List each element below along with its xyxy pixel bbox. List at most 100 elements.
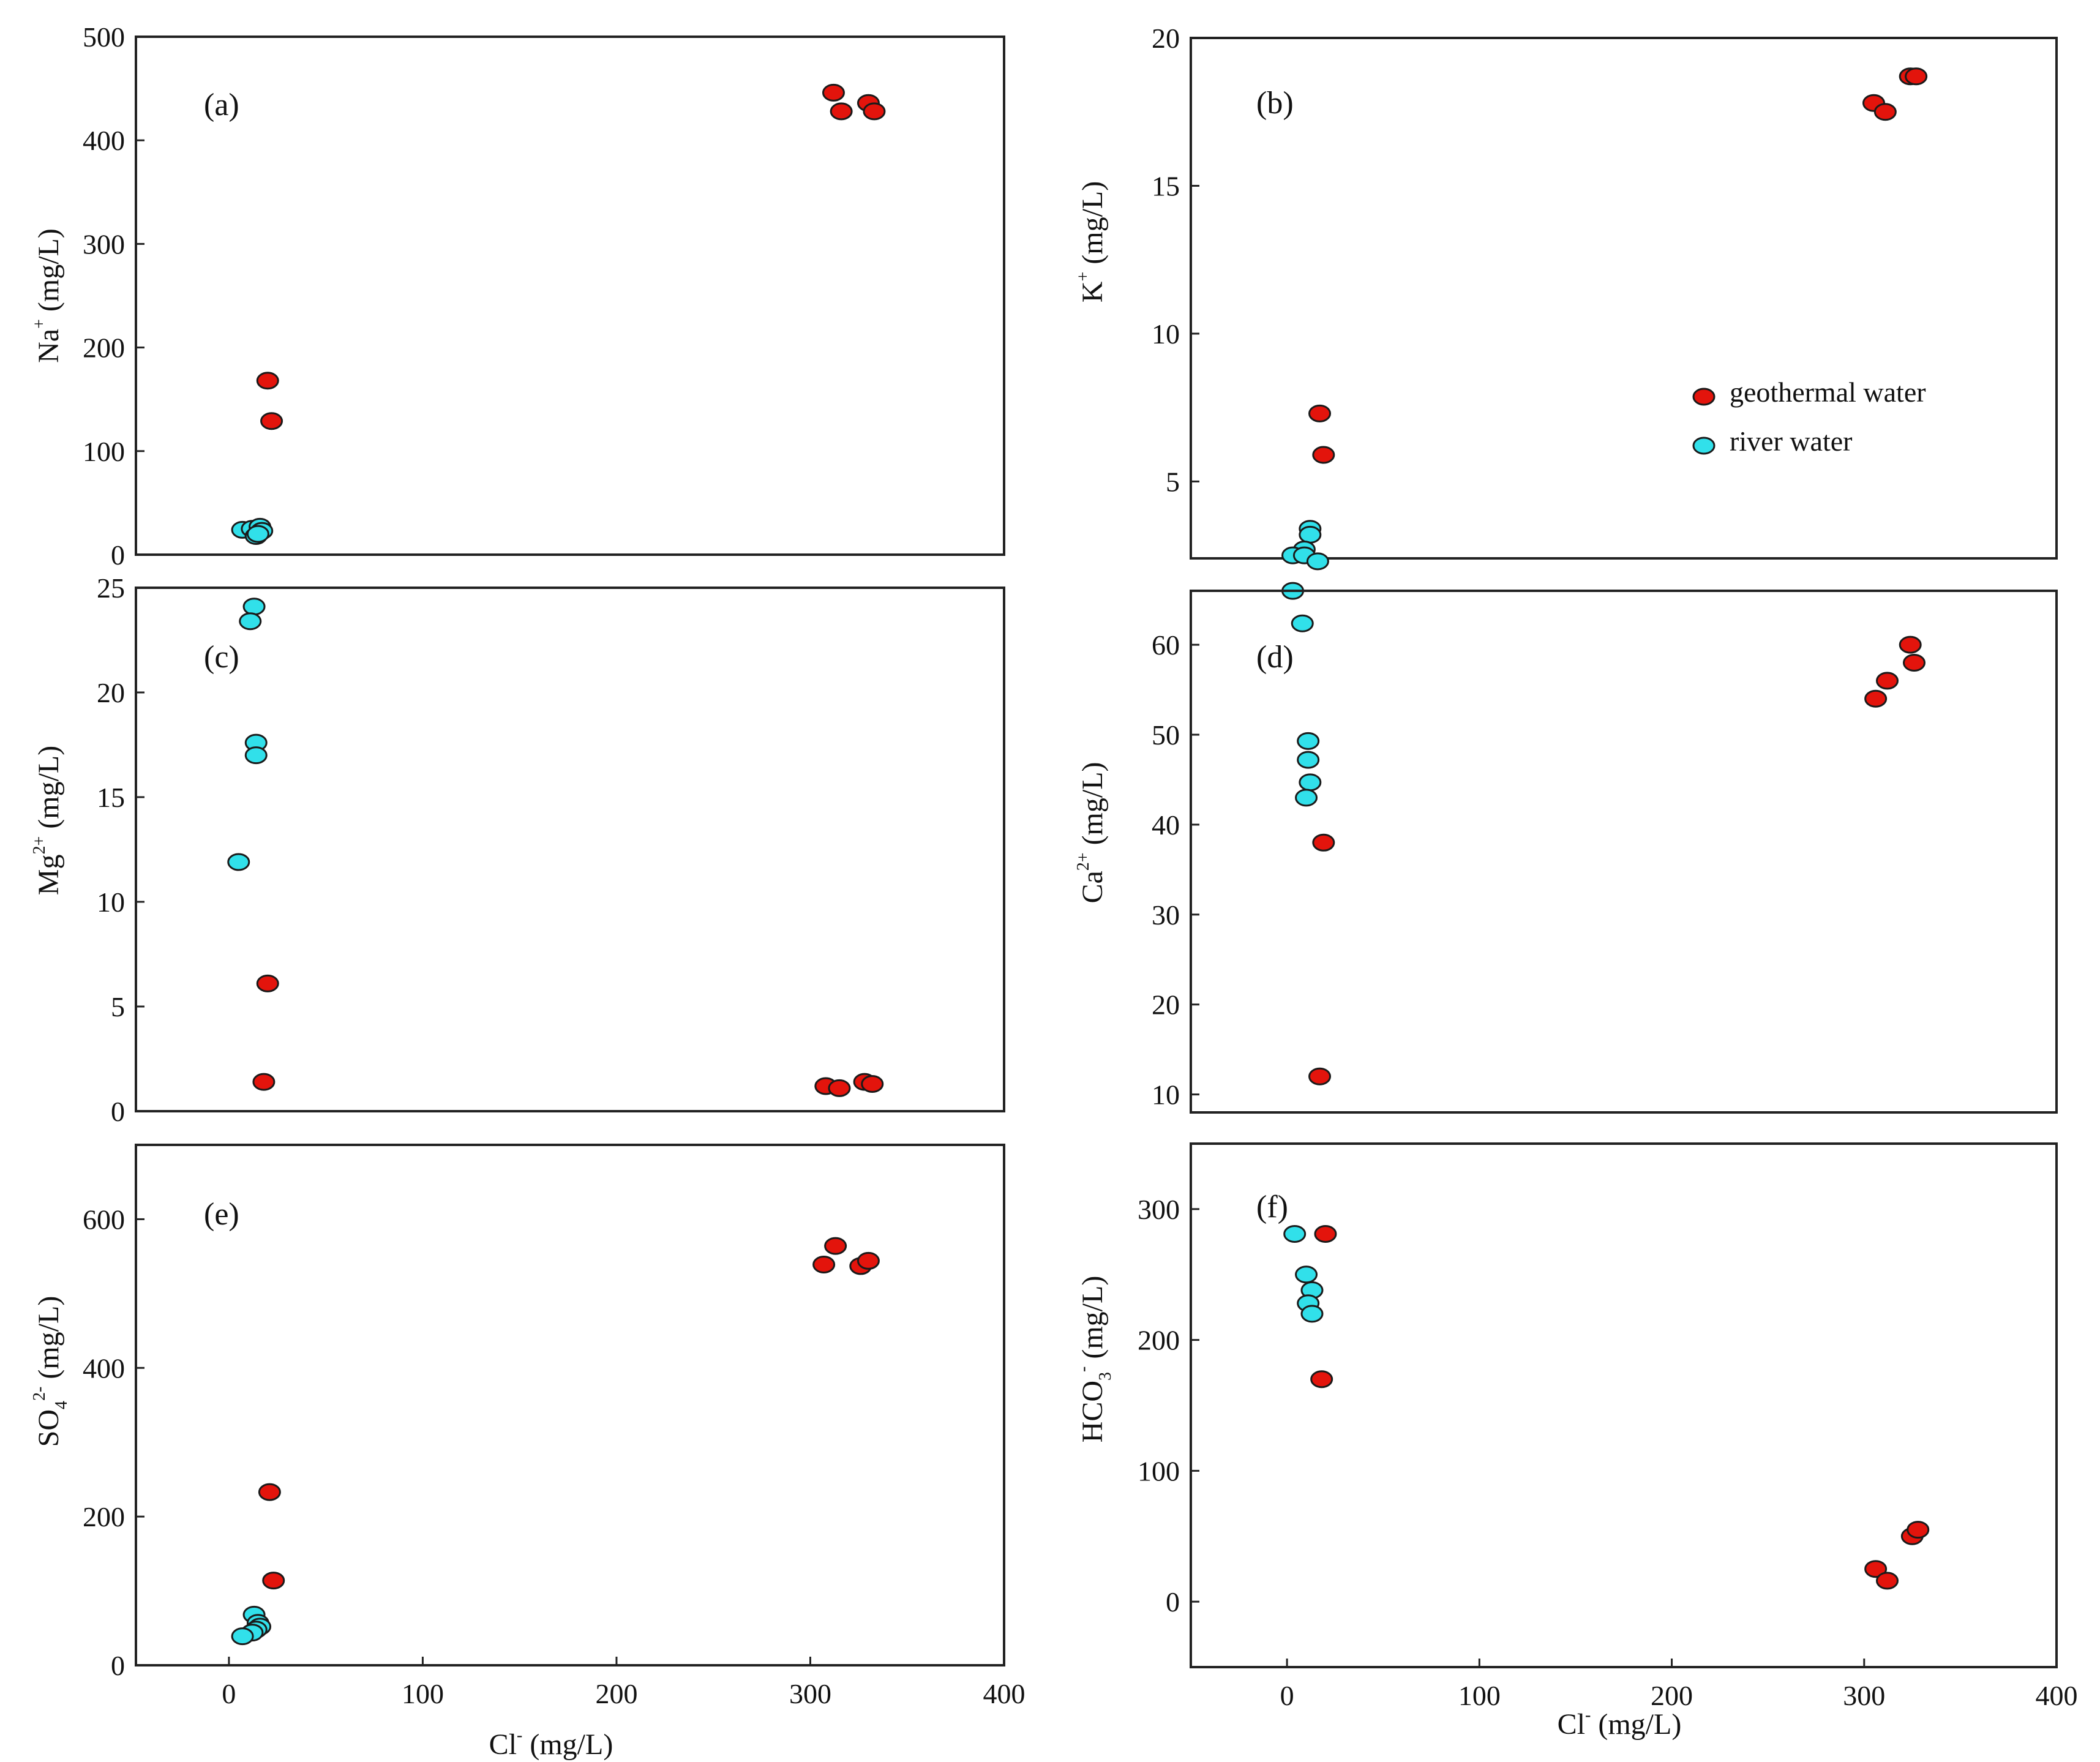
panel-d-y-tick-label: 30 bbox=[1152, 899, 1180, 931]
legend: geothermal water river water bbox=[1692, 377, 1926, 457]
panel-b-y-tick-label: 15 bbox=[1152, 170, 1180, 201]
panel-f-x-tick-label: 0 bbox=[1280, 1680, 1294, 1711]
panel-c-y-tick-label: 25 bbox=[97, 572, 125, 604]
legend-geothermal-label: geothermal water bbox=[1730, 377, 1926, 408]
panel-f-y-tick-label: 200 bbox=[1138, 1325, 1180, 1356]
panel-f-x-tick-label: 200 bbox=[1651, 1680, 1693, 1711]
legend-geothermal-marker bbox=[1692, 388, 1716, 406]
panel-f-x-ticks: 0 100 200 300 400 bbox=[1280, 1659, 2078, 1711]
panel-b-y-axis-label: K+ (mg/L) bbox=[1074, 181, 1109, 302]
panel-d-points bbox=[1295, 635, 1926, 1085]
panel-d-river-point bbox=[1297, 751, 1320, 769]
panel-e-x-tick-label: 200 bbox=[595, 1678, 637, 1709]
panel-e-y-ticks: 0 200 400 600 bbox=[83, 1204, 144, 1681]
panel-d-river-point bbox=[1295, 789, 1318, 807]
panel-e-y-tick-label: 600 bbox=[83, 1204, 125, 1235]
panel-f-y-ticks: 0 100 200 300 bbox=[1138, 1194, 1199, 1618]
panel-e-y-tick-label: 0 bbox=[111, 1650, 125, 1681]
panel-a-river-point bbox=[246, 525, 269, 543]
panel-f-y-tick-label: 300 bbox=[1138, 1194, 1180, 1225]
panel-c-y-tick-label: 20 bbox=[97, 677, 125, 708]
panel-f-x-axis-label: Cl- (mg/L) bbox=[1558, 1706, 1682, 1741]
panel-b-geothermal-point bbox=[1308, 404, 1332, 422]
panel-a-points bbox=[231, 83, 886, 545]
panel-d-y-tick-label: 40 bbox=[1152, 809, 1180, 841]
panel-e-y-tick-label: 400 bbox=[83, 1352, 125, 1384]
panel-e-x-axis-label: Cl- (mg/L) bbox=[489, 1726, 613, 1761]
panel-a-y-tick-label: 0 bbox=[111, 539, 125, 571]
legend-item-river: river water bbox=[1692, 426, 1853, 457]
panel-c-y-tick-label: 10 bbox=[97, 887, 125, 918]
panel-f-frame bbox=[1190, 1142, 2058, 1668]
panel-a-y-ticks: 0 100 200 300 400 500 bbox=[83, 21, 144, 571]
panel-f-points bbox=[1283, 1224, 1930, 1590]
panel-b-river-point bbox=[1291, 614, 1314, 632]
panel-f-river-point bbox=[1283, 1224, 1307, 1243]
panel-c-geothermal-point bbox=[861, 1075, 884, 1093]
panel-e-x-tick-label: 0 bbox=[222, 1678, 236, 1709]
panel-f-y-axis-label: HCO3- (mg/L) bbox=[1074, 1276, 1115, 1443]
panel-b-y-tick-label: 5 bbox=[1166, 466, 1180, 497]
panel-b-frame bbox=[1190, 37, 2058, 560]
panel-b-river-point bbox=[1306, 552, 1329, 571]
legend-river-marker bbox=[1692, 437, 1716, 455]
panel-e-geothermal-point bbox=[262, 1572, 285, 1590]
panel-f-x-tick-label: 400 bbox=[2036, 1680, 2078, 1711]
panel-d-river-point bbox=[1299, 773, 1322, 792]
panel-d-geothermal-point bbox=[1308, 1067, 1332, 1085]
panel-d-y-tick-label: 10 bbox=[1152, 1079, 1180, 1111]
panel-e-x-tick-label: 300 bbox=[789, 1678, 831, 1709]
panel-f-y-tick-label: 0 bbox=[1166, 1586, 1180, 1618]
panel-a-y-tick-label: 500 bbox=[83, 21, 125, 53]
panel-b-points bbox=[1281, 67, 1928, 632]
panel-c-y-tick-label: 15 bbox=[97, 782, 125, 813]
panel-d-geothermal-point bbox=[1875, 672, 1899, 690]
panel-d-geothermal-point bbox=[1902, 654, 1926, 672]
panel-f-geothermal-point bbox=[1907, 1521, 1930, 1539]
panel-b-geothermal-point bbox=[1905, 67, 1928, 86]
panel-c-river-point bbox=[239, 612, 262, 631]
panel-e-label: (e) bbox=[204, 1197, 239, 1232]
panel-b: (b) K+ (mg/L) 5 10 15 20 geothermal water r… bbox=[1074, 23, 2058, 632]
panel-f-geothermal-point bbox=[1314, 1224, 1337, 1243]
panel-d-y-tick-label: 60 bbox=[1152, 629, 1180, 661]
panel-a-geothermal-point bbox=[863, 102, 886, 121]
panel-d-y-tick-label: 50 bbox=[1152, 719, 1180, 751]
panel-a-y-tick-label: 100 bbox=[83, 436, 125, 467]
panel-e-y-axis-label: SO42- (mg/L) bbox=[30, 1296, 71, 1447]
panel-d: (d) Ca2+ (mg/L) 10 20 30 40 50 60 bbox=[1074, 590, 2058, 1114]
panel-a-y-tick-label: 200 bbox=[83, 332, 125, 364]
panel-a: (a) Na+ (mg/L) 0 100 200 300 400 500 bbox=[30, 21, 1005, 571]
panel-c-y-ticks: 0 5 10 15 20 25 bbox=[97, 572, 144, 1127]
panel-d-y-ticks: 10 20 30 40 50 60 bbox=[1152, 629, 1199, 1111]
panel-e-geothermal-point bbox=[824, 1237, 847, 1255]
panel-d-frame bbox=[1190, 590, 2058, 1114]
panel-c-geothermal-point bbox=[256, 974, 279, 992]
panel-f-x-tick-label: 300 bbox=[1843, 1680, 1885, 1711]
panel-f-geothermal-point bbox=[1310, 1370, 1333, 1389]
panel-c-river-point bbox=[244, 746, 268, 765]
panel-c-y-axis-label: Mg2+ (mg/L) bbox=[30, 746, 65, 895]
panel-f-x-tick-label: 100 bbox=[1458, 1680, 1501, 1711]
panel-b-geothermal-point bbox=[1312, 446, 1335, 464]
panel-a-y-tick-label: 300 bbox=[83, 228, 125, 260]
panel-b-y-tick-label: 10 bbox=[1152, 318, 1180, 350]
panel-d-label: (d) bbox=[1256, 640, 1294, 675]
panel-a-geothermal-point bbox=[822, 83, 845, 102]
panel-f: (f) HCO3- (mg/L) 0 100 200 300 0 100 200 300 40… bbox=[1074, 1142, 2078, 1741]
panel-e-points bbox=[231, 1237, 880, 1646]
panel-e-frame bbox=[135, 1144, 1005, 1666]
panel-d-y-tick-label: 20 bbox=[1152, 989, 1180, 1021]
panel-e-geothermal-point bbox=[812, 1256, 836, 1273]
panel-c-y-tick-label: 0 bbox=[111, 1096, 125, 1127]
panel-d-geothermal-point bbox=[1864, 689, 1888, 708]
panel-a-y-tick-label: 400 bbox=[83, 125, 125, 156]
panel-c-geothermal-point bbox=[252, 1073, 276, 1091]
panel-a-geothermal-point bbox=[260, 412, 283, 430]
legend-river-label: river water bbox=[1730, 426, 1853, 457]
panel-b-river-point bbox=[1299, 525, 1322, 544]
panel-c-river-point bbox=[242, 598, 266, 616]
panel-a-label: (a) bbox=[204, 88, 239, 122]
panel-c: (c) Mg2+ (mg/L) 0 5 10 15 20 25 bbox=[30, 572, 1005, 1127]
